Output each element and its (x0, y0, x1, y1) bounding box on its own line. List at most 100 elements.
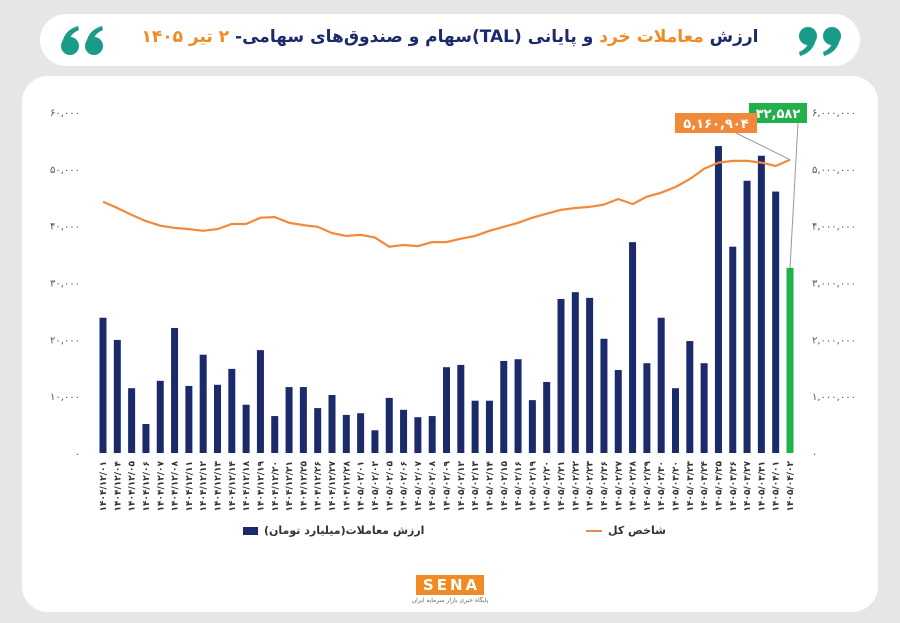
x-tick-label: ۱۴۰۵/۰۲/۲۳ (586, 461, 596, 512)
x-tick-label: ۱۴۰۵/۰۲/۲۱ (557, 461, 567, 512)
x-tick-label: ۱۴۰۴/۱۲/۰۸ (171, 461, 181, 512)
x-tick-label: ۱۴۰۵/۰۲/۱۹ (528, 461, 538, 512)
x-tick-label: ۱۴۰۵/۰۳/۲۳ (686, 461, 696, 512)
legend-item: ارزش معاملات(میلیارد تومان) (243, 524, 424, 537)
line (102, 158, 791, 248)
bar (514, 359, 522, 453)
bar (242, 404, 250, 453)
x-tick-label: ۱۴۰۵/۰۲/۱۳ (471, 461, 481, 512)
title-part: ۲ تیر ۱۴۰۵ (141, 27, 230, 47)
y2-tick-label: ۴,۰۰۰,۰۰۰ (812, 222, 856, 233)
x-tick-label: ۱۴۰۵/۰۲/۰۸ (428, 461, 438, 512)
title-part: معاملات خرد (599, 27, 704, 47)
bar (600, 338, 608, 453)
bar (457, 364, 465, 453)
title-part: و پایانی (TAL)سهام و صندوق‌های سهامی- (229, 27, 600, 47)
y2-tick-label: ۰ (812, 449, 817, 460)
header (40, 14, 860, 66)
x-tick-label: ۱۴۰۵/۰۲/۲۸ (629, 461, 639, 512)
y-tick-label: ۴۰,۰۰۰ (50, 222, 80, 233)
x-tick-label: ۱۴۰۵/۰۲/۱۶ (514, 461, 524, 512)
x-tick-label: ۱۴۰۴/۱۲/۰۴ (113, 461, 123, 512)
bar (171, 327, 179, 453)
y-tick-label: ۵۰,۰۰۰ (50, 165, 80, 176)
legend-swatch (243, 526, 258, 535)
bar (557, 298, 565, 453)
x-tick-label: ۱۴۰۵/۰۴/۰۱ (772, 461, 782, 512)
value-label: ۵,۱۶۰,۹۰۴ (683, 117, 748, 132)
x-tick-label: ۱۴۰۵/۰۲/۲۶ (600, 461, 610, 512)
x-tick-label: ۱۴۰۴/۱۲/۱۳ (214, 461, 224, 512)
bar (614, 370, 622, 453)
bar (714, 146, 722, 453)
value-label-box (675, 113, 757, 133)
bar (629, 242, 637, 453)
x-tick-label: ۱۴۰۵/۰۳/۲۷ (743, 461, 753, 512)
x-tick-label: ۱۴۰۴/۱۲/۲۷ (328, 461, 338, 512)
bar (113, 339, 121, 453)
bar (786, 267, 794, 453)
bar (543, 381, 551, 453)
bar (772, 191, 780, 454)
y2-tick-label: ۶,۰۰۰,۰۰۰ (812, 108, 856, 119)
x-tick-label: ۱۴۰۴/۱۲/۱۱ (185, 461, 195, 512)
y2-tick-label: ۵,۰۰۰,۰۰۰ (812, 165, 856, 176)
x-tick-label: ۱۴۰۴/۱۲/۲۶ (314, 461, 324, 512)
bar (299, 387, 307, 453)
x-tick-label: ۱۴۰۵/۰۳/۳۱ (757, 461, 767, 512)
bar (729, 246, 737, 453)
y-tick-label: ۱۰,۰۰۰ (50, 392, 80, 403)
bar (571, 292, 579, 453)
bar (342, 414, 350, 453)
bar (256, 350, 264, 453)
x-tick-label: ۱۴۰۴/۱۲/۱۲ (199, 461, 209, 512)
x-tick-label: ۱۴۰۵/۰۲/۰۱ (357, 461, 367, 512)
bar (686, 341, 694, 453)
bar (328, 395, 336, 453)
x-tick-label: ۱۴۰۵/۰۲/۲۹ (643, 461, 653, 512)
bar (142, 424, 150, 453)
y-tick-label: ۰ (75, 449, 80, 460)
logo: SENA (415, 575, 485, 595)
bar (428, 416, 436, 453)
bar (271, 416, 279, 453)
x-tick-label: ۱۴۰۵/۰۲/۱۵ (500, 461, 510, 512)
x-tick-label: ۱۴۰۵/۰۲/۰۲ (371, 461, 381, 512)
bar (443, 367, 450, 453)
bar (743, 180, 751, 454)
label-leader (789, 122, 799, 268)
bar (156, 380, 164, 453)
legend-label: ارزش معاملات(میلیارد تومان) (264, 524, 425, 537)
x-tick-label: ۱۴۰۵/۰۲/۱۴ (485, 461, 495, 512)
legend-label: شاخص کل (608, 524, 666, 537)
x-tick-label: ۱۴۰۴/۱۲/۱۹ (256, 461, 266, 512)
x-tick-label: ۱۴۰۵/۰۴/۰۲ (786, 461, 796, 512)
x-tick-label: ۱۴۰۵/۰۳/۲۶ (729, 461, 739, 512)
legend-item: شاخص کل (586, 524, 666, 537)
bar (185, 385, 193, 453)
x-tick-label: ۱۴۰۵/۰۲/۲۷ (614, 461, 624, 512)
bar (99, 317, 107, 453)
title-part: ارزش (703, 27, 759, 47)
x-tick-label: ۱۴۰۵/۰۲/۰۶ (400, 461, 410, 512)
tagline: پایگاه خبری بازار سرمایه ایران (411, 597, 489, 604)
label-leader (735, 132, 791, 161)
x-tick-label: ۱۴۰۴/۱۲/۰۵ (128, 461, 138, 512)
bar (400, 409, 408, 453)
x-tick-label: ۱۴۰۴/۱۲/۲۰ (271, 461, 281, 512)
x-tick-label: ۱۴۰۵/۰۲/۲۲ (571, 461, 581, 512)
quote-left (61, 26, 103, 55)
bar (228, 368, 236, 453)
bar (371, 430, 379, 453)
bar (500, 360, 508, 453)
bar (672, 388, 679, 453)
brand: SENA پایگاه خبری بازار سرمایه ایران (400, 575, 500, 604)
value-label: ۳۲,۵۸۲ (756, 107, 801, 122)
bar (199, 354, 207, 453)
chart-title: ارزش معاملات خرد و پایانی (TAL)سهام و صن… (120, 27, 780, 47)
x-tick-label: ۱۴۰۴/۱۲/۱۸ (242, 461, 252, 512)
bar (586, 297, 594, 453)
x-tick-label: ۱۴۰۴/۱۲/۰۶ (142, 461, 152, 512)
